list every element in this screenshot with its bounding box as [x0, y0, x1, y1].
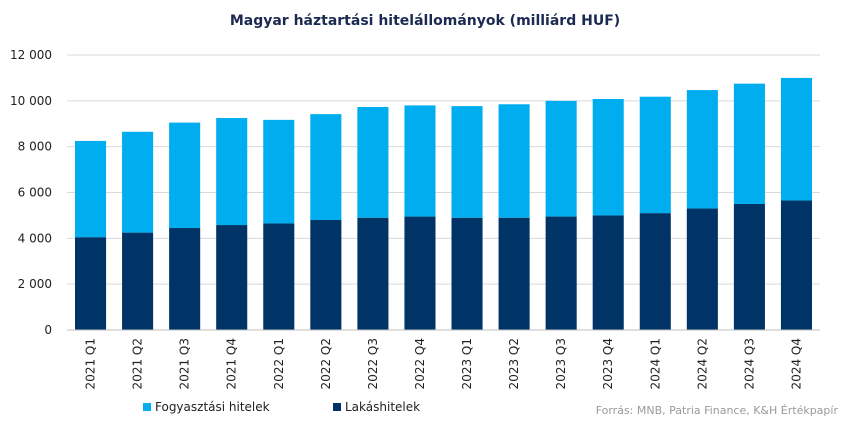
bar-lakashitelek [263, 223, 295, 330]
bar-fogyasztasi [357, 107, 389, 218]
bar-fogyasztasi [216, 118, 248, 226]
bar-fogyasztasi [686, 90, 718, 209]
legend-item-lakas: Lakáshitelek [333, 400, 420, 414]
bar-lakashitelek [686, 208, 718, 330]
y-tick-label: 2 000 [18, 277, 52, 291]
x-axis-ticks: 2021 Q1 2021 Q2 2021 Q3 2021 Q4 2022 Q1 2022 … [84, 338, 804, 389]
bar-lakashitelek [122, 232, 154, 330]
x-tick-label: 2024 Q3 [742, 338, 756, 389]
bar-lakashitelek [498, 217, 530, 330]
bar-fogyasztasi [545, 100, 577, 217]
x-tick-label: 2022 Q2 [319, 338, 333, 389]
legend: Fogyasztási hitelek Lakáshitelek [143, 400, 420, 414]
y-tick-label: 8 000 [18, 140, 52, 154]
bar-fogyasztasi [75, 140, 107, 238]
bar-fogyasztasi [451, 106, 483, 218]
bar-lakashitelek [780, 200, 812, 330]
source-note: Forrás: MNB, Patria Finance, K&H Értékpa… [596, 404, 839, 417]
x-tick-label: 2021 Q2 [131, 338, 145, 389]
legend-swatch-lakas [333, 403, 341, 411]
x-tick-label: 2023 Q3 [554, 338, 568, 389]
x-tick-label: 2023 Q2 [507, 338, 521, 389]
x-tick-label: 2024 Q2 [695, 338, 709, 389]
y-tick-label: 10 000 [10, 94, 52, 108]
chart-title: Magyar háztartási hitelállományok (milli… [230, 13, 620, 29]
bar-lakashitelek [592, 215, 624, 330]
bar-lakashitelek [169, 228, 201, 330]
y-tick-label: 6 000 [18, 186, 52, 200]
bar-lakashitelek [451, 217, 483, 330]
bar-lakashitelek [404, 216, 436, 330]
x-tick-label: 2023 Q1 [460, 338, 474, 389]
y-tick-label: 12 000 [10, 48, 52, 62]
legend-swatch-fogyasztasi [143, 403, 151, 411]
bar-fogyasztasi [592, 99, 624, 216]
bar-lakashitelek [733, 203, 765, 330]
y-tick-label: 0 [44, 323, 52, 337]
bar-fogyasztasi [122, 131, 154, 233]
bar-lakashitelek [357, 217, 389, 330]
bar-lakashitelek [639, 213, 671, 330]
x-tick-label: 2023 Q4 [601, 338, 615, 389]
x-tick-label: 2021 Q1 [84, 338, 98, 389]
x-tick-label: 2024 Q4 [789, 338, 803, 389]
bar-fogyasztasi [639, 96, 671, 214]
x-tick-label: 2022 Q3 [366, 338, 380, 389]
x-tick-label: 2021 Q4 [225, 338, 239, 389]
bar-lakashitelek [216, 225, 248, 330]
bar-fogyasztasi [733, 83, 765, 204]
legend-item-fogyasztasi: Fogyasztási hitelek [143, 400, 270, 414]
bar-fogyasztasi [263, 119, 295, 224]
bar-lakashitelek [75, 237, 107, 330]
bars [75, 77, 812, 330]
bar-fogyasztasi [169, 122, 201, 229]
bar-lakashitelek [310, 220, 342, 330]
y-axis-ticks: 0 2 000 4 000 6 000 8 000 10 000 12 000 [10, 48, 52, 337]
x-tick-label: 2022 Q1 [272, 338, 286, 389]
bar-fogyasztasi [310, 114, 342, 220]
x-tick-label: 2021 Q3 [178, 338, 192, 389]
y-tick-label: 4 000 [18, 231, 52, 245]
bar-fogyasztasi [780, 77, 812, 201]
x-tick-label: 2022 Q4 [413, 338, 427, 389]
bar-fogyasztasi [498, 104, 530, 218]
legend-label-fogyasztasi: Fogyasztási hitelek [155, 400, 270, 414]
bar-lakashitelek [545, 216, 577, 330]
bar-fogyasztasi [404, 105, 436, 217]
legend-label-lakas: Lakáshitelek [345, 400, 420, 414]
x-tick-label: 2024 Q1 [648, 338, 662, 389]
